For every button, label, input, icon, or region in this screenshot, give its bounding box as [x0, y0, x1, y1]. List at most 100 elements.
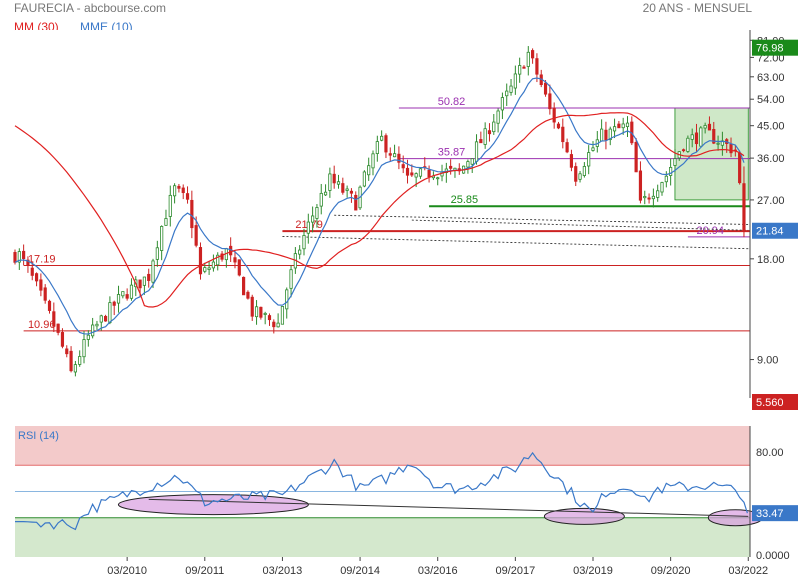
candle-body — [138, 279, 142, 289]
candle-body — [712, 128, 716, 144]
rsi-tick-0: 0.0000 — [756, 550, 790, 562]
candle-body — [181, 187, 185, 194]
candle-body — [198, 247, 203, 275]
candle-body — [470, 158, 474, 165]
rsi-line — [15, 451, 748, 531]
candle-body — [233, 257, 237, 263]
rsi-title: RSI (14) — [18, 430, 59, 442]
candle-body — [436, 177, 440, 180]
candle-body — [574, 166, 578, 182]
candle-body — [625, 122, 630, 128]
candle-body — [634, 142, 638, 173]
candle-body — [22, 250, 26, 259]
candle-body — [604, 129, 608, 141]
rsi-oversold-zone — [15, 517, 750, 557]
candle-body — [246, 291, 250, 299]
level-label-1: 35.87 — [438, 147, 466, 159]
ma30-line — [14, 112, 745, 308]
candle-body — [621, 123, 625, 129]
candle-body — [328, 173, 332, 191]
candle-body — [190, 199, 194, 229]
candle-body — [664, 175, 668, 183]
candle-body — [694, 132, 699, 145]
candle-body — [65, 348, 69, 355]
candle-body — [285, 289, 289, 310]
candle-body — [147, 273, 151, 281]
candle-body — [362, 171, 366, 187]
candle-body — [496, 110, 500, 124]
trend-dotted-1 — [282, 235, 749, 250]
price-box-2 — [752, 394, 798, 410]
candle-body — [237, 259, 241, 276]
candle-body — [211, 261, 216, 269]
price-tick-label-8: 9.00 — [757, 355, 778, 367]
candle-body — [177, 185, 181, 189]
level-label-6: 10.96 — [28, 319, 56, 331]
candle-body — [173, 185, 177, 197]
candle-body — [263, 312, 267, 315]
candle-body — [397, 153, 401, 163]
candle-body — [56, 323, 60, 333]
candle-body — [13, 252, 17, 263]
candle-body — [69, 350, 73, 372]
candle-body — [509, 85, 513, 93]
candle-body — [690, 134, 694, 140]
candle-body — [142, 276, 146, 286]
x-tick-label-3: 09/2014 — [340, 565, 380, 577]
candle-body — [298, 249, 302, 255]
candle-body — [125, 294, 129, 299]
candle-body — [345, 188, 349, 191]
candle-body — [367, 165, 371, 176]
price-box-0 — [752, 39, 798, 56]
chart-title: FAURECIA - abcbourse.com — [14, 1, 167, 15]
candle-body — [254, 306, 259, 318]
candle-body — [418, 168, 423, 177]
candle-body — [323, 191, 328, 196]
candle-body — [250, 296, 254, 317]
candle-body — [332, 173, 336, 184]
candle-body — [349, 190, 354, 194]
candle-body — [380, 135, 384, 141]
candle-body — [410, 172, 414, 176]
candle-body — [673, 158, 677, 166]
candle-body — [99, 315, 103, 323]
candle-body — [39, 279, 43, 291]
candle-body — [643, 196, 647, 199]
ema10-line — [14, 77, 745, 335]
candle-body — [535, 58, 539, 75]
candle-body — [34, 273, 39, 282]
level-label-5: 17.19 — [28, 254, 56, 266]
x-tick-label-7: 09/2020 — [651, 565, 691, 577]
level-label-4: 20.94 — [697, 225, 725, 237]
candle-body — [500, 97, 505, 111]
candle-body — [522, 66, 526, 69]
candle-body — [505, 90, 509, 97]
price-tick-label-2: 63.00 — [757, 72, 785, 84]
price-tick-label-3: 54.00 — [757, 94, 785, 106]
candle-body — [392, 153, 397, 158]
price-tick-label-6: 27.00 — [757, 195, 785, 207]
candle-body — [703, 125, 707, 129]
candle-body — [207, 267, 211, 270]
candle-body — [479, 139, 483, 144]
candle-body — [155, 247, 159, 260]
candle-body — [531, 50, 535, 59]
candle-body — [552, 107, 556, 123]
x-tick-label-0: 03/2010 — [107, 565, 147, 577]
candle-body — [82, 339, 86, 358]
candle-body — [656, 190, 660, 198]
candle-body — [47, 300, 52, 311]
candle-body — [591, 147, 595, 151]
candle-body — [587, 152, 591, 167]
candle-body — [289, 269, 293, 289]
candle-body — [242, 276, 246, 296]
shaded-zone — [674, 107, 749, 201]
candle-body — [203, 267, 207, 272]
candle-body — [52, 311, 56, 327]
candle-body — [103, 315, 108, 322]
candle-body — [384, 135, 388, 153]
x-tick-label-1: 09/2011 — [185, 565, 224, 577]
candle-body — [375, 141, 379, 154]
